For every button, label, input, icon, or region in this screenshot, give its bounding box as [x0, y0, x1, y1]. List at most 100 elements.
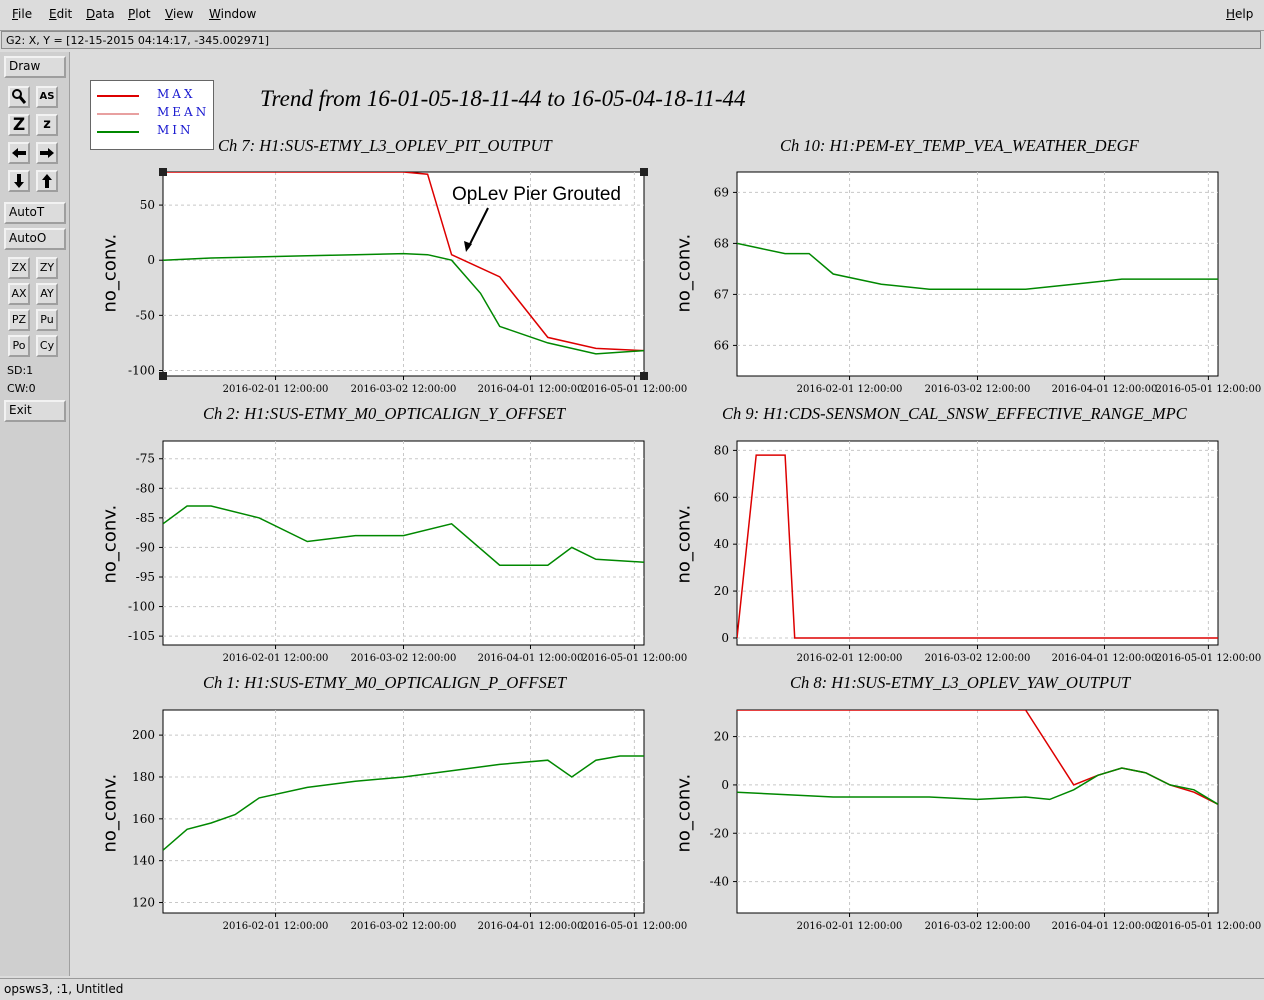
po-button[interactable]: Po [8, 335, 30, 357]
arrow-up-icon [42, 174, 52, 188]
ay-button[interactable]: AY [36, 283, 58, 305]
tick-label-y: -95 [136, 570, 155, 584]
menu-help[interactable]: Help [1226, 7, 1254, 21]
tick-label-y: -85 [136, 511, 155, 525]
autot-button[interactable]: AutoT [4, 202, 66, 224]
tick-label-y: 68 [714, 236, 729, 250]
menu-window[interactable]: Window [209, 7, 257, 21]
series-line-max [163, 172, 644, 352]
pz-button[interactable]: PZ [8, 309, 30, 331]
tick-label-y: -105 [128, 629, 155, 643]
draw-button[interactable]: Draw [4, 56, 66, 78]
tick-label-x: 2016-04-01 12:00:00 [478, 384, 584, 395]
legend-item-min: MIN [91, 122, 213, 140]
ylabel-ch8: no_conv. [673, 773, 695, 853]
zy-button[interactable]: ZY [36, 257, 58, 279]
tick-label-x: 2016-03-02 12:00:00 [925, 921, 1031, 932]
legend-label-mean: MEAN [157, 105, 210, 119]
tick-label-y: 0 [721, 778, 729, 792]
tick-label-x: 2016-03-02 12:00:00 [925, 653, 1031, 664]
zx-button[interactable]: ZX [8, 257, 30, 279]
autoo-button[interactable]: AutoO [4, 228, 66, 250]
pan-up-button[interactable] [36, 170, 58, 192]
tick-label-y: 200 [132, 728, 155, 742]
pan-down-button[interactable] [8, 170, 30, 192]
tick-label-y: 120 [132, 896, 155, 910]
plot-ch2: -75 -80 -85 -90 -95 -100 -105 2016-02-01 12:00:… [128, 440, 687, 664]
menu-bar: File Edit Data Plot View Window Help [0, 0, 1264, 31]
tick-label-y: 0 [721, 631, 729, 645]
magnifier-button[interactable] [8, 86, 30, 108]
arrow-left-icon [12, 148, 26, 158]
label-button[interactable]: AS [36, 86, 58, 108]
plot-frame [162, 171, 645, 377]
pan-right-button[interactable] [36, 142, 58, 164]
menu-plot[interactable]: Plot [128, 7, 151, 21]
menu-view[interactable]: View [165, 7, 194, 21]
cy-button[interactable]: Cy [36, 335, 58, 357]
tick-label-x: 2016-03-02 12:00:00 [925, 384, 1031, 395]
plot-title-ch10: Ch 10: H1:PEM-EY_TEMP_VEA_WEATHER_DEGF [780, 136, 1139, 155]
series-line-max [737, 710, 1218, 805]
tick-label-x: 2016-05-01 12:00:00 [1156, 921, 1262, 932]
zoom-out-button[interactable]: z [36, 114, 58, 136]
status-bar: opsws3, :1, Untitled [0, 978, 1264, 1000]
ylabel-ch7: no_conv. [99, 233, 121, 313]
tick-label-x: 2016-02-01 12:00:00 [797, 384, 903, 395]
tick-label-y: -80 [136, 481, 155, 495]
legend-label-min: MIN [157, 123, 194, 137]
tick-label-y: 69 [714, 185, 729, 199]
tick-label-x: 2016-02-01 12:00:00 [223, 384, 329, 395]
tick-label-x: 2016-05-01 12:00:00 [582, 921, 688, 932]
main-title: Trend from 16-01-05-18-11-44 to 16-05-04… [260, 86, 746, 111]
legend-swatch-mean [97, 113, 139, 115]
tick-label-y: 20 [714, 584, 729, 598]
selection-handle [159, 168, 167, 176]
pu-button[interactable]: Pu [36, 309, 58, 331]
tick-label-y: 80 [714, 443, 729, 457]
tick-label-x: 2016-04-01 12:00:00 [1052, 384, 1158, 395]
plot-ch8: 20 0 -20 -40 2016-02-01 12:00:00 2016-03-02 1… [710, 709, 1262, 932]
tick-label-y: 160 [132, 812, 155, 826]
ax-button[interactable]: AX [8, 283, 30, 305]
coordinate-readout: G2: X, Y = [12-15-2015 04:14:17, -345.00… [1, 31, 1261, 49]
tick-label-y: -40 [710, 875, 729, 889]
plot-frame [736, 440, 1219, 646]
tick-label-x: 2016-02-01 12:00:00 [223, 653, 329, 664]
sd-label: SD:1 [7, 364, 34, 377]
tick-label-y: -50 [136, 308, 155, 322]
tick-label-y: -20 [710, 826, 729, 840]
legend: MAX MEAN MIN [90, 80, 214, 150]
series-line-min [163, 755, 644, 851]
tick-label-x: 2016-05-01 12:00:00 [582, 384, 688, 395]
plot-frame [736, 171, 1219, 377]
selection-handle [159, 372, 167, 380]
tick-label-y: -75 [136, 452, 155, 466]
tick-label-x: 2016-03-02 12:00:00 [351, 921, 457, 932]
tick-label-x: 2016-04-01 12:00:00 [478, 921, 584, 932]
tick-label-x: 2016-05-01 12:00:00 [1156, 384, 1262, 395]
ylabel-ch1: no_conv. [99, 773, 121, 853]
menu-edit[interactable]: Edit [49, 7, 73, 21]
legend-swatch-min [97, 131, 139, 133]
selection-handle [640, 372, 648, 380]
plot-frame [736, 709, 1219, 914]
series-line-min [737, 767, 1218, 805]
plot-frame [162, 709, 645, 914]
tick-label-y: 180 [132, 770, 155, 784]
legend-item-mean: MEAN [91, 104, 213, 122]
exit-button[interactable]: Exit [4, 400, 66, 422]
tick-label-y: -90 [136, 540, 155, 554]
plot-title-ch8: Ch 8: H1:SUS-ETMY_L3_OPLEV_YAW_OUTPUT [790, 673, 1131, 692]
legend-item-max: MAX [91, 86, 213, 104]
pan-left-button[interactable] [8, 142, 30, 164]
cw-label: CW:0 [7, 382, 36, 395]
tick-label-x: 2016-04-01 12:00:00 [478, 653, 584, 664]
zoom-in-button[interactable]: Z [8, 114, 30, 136]
menu-data[interactable]: Data [86, 7, 115, 21]
plot-title-ch9: Ch 9: H1:CDS-SENSMON_CAL_SNSW_EFFECTIVE_… [722, 404, 1187, 423]
legend-label-max: MAX [157, 87, 196, 101]
menu-file[interactable]: File [12, 7, 33, 21]
series-line-min [163, 505, 644, 566]
tick-label-y: 0 [147, 253, 155, 267]
